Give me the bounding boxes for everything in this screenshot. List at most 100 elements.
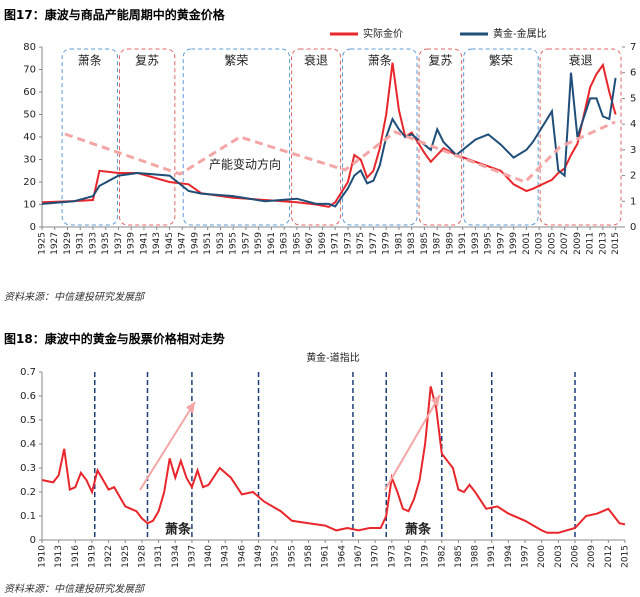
x-tick-label: 1949 — [254, 545, 264, 568]
chart: 萧条 复苏 繁荣 衰退 萧条 复苏 繁荣 衰退 0 10 20 30 40 50 60 70 80 0 1 2 3 4 5 6… — [23, 27, 636, 255]
phase-box — [418, 48, 463, 226]
x-tick-label: 1910 — [38, 545, 48, 568]
x-tick-label: 1989 — [445, 232, 455, 255]
x-tick-label: 1973 — [387, 545, 397, 568]
x-tick-label: 1961 — [321, 545, 331, 568]
y-tick-label: 0 — [30, 222, 36, 233]
x-tick-label: 1994 — [504, 545, 514, 568]
x-tick-label: 1983 — [407, 232, 417, 255]
x-tick-label: 1973 — [343, 232, 353, 255]
x-tick-label: 1957 — [241, 232, 251, 255]
chart-subtitle: 黄金-道指比 — [306, 351, 360, 364]
x-tick-label: 1925 — [121, 545, 131, 568]
phase-label: 衰退 — [569, 53, 593, 68]
x-tick-label: 1922 — [104, 545, 114, 568]
phase-box — [182, 48, 291, 226]
x-tick-label: 1931 — [76, 232, 86, 255]
x-tick-label: 1929 — [63, 232, 73, 255]
y-tick-label: 80 — [23, 42, 36, 53]
trend-arrow — [64, 120, 616, 184]
y2-tick-label: 2 — [630, 171, 636, 182]
x-tick-label: 1945 — [165, 232, 175, 255]
phase-box — [291, 48, 342, 226]
x-tick-label: 1927 — [50, 232, 60, 255]
y2-tick-label: 4 — [630, 119, 636, 130]
x-tick-label: 1970 — [371, 545, 381, 568]
x-tick-label: 1999 — [509, 232, 519, 255]
y2-tick-label: 5 — [630, 93, 636, 104]
x-tick-label: 1935 — [101, 232, 111, 255]
x-tick-label: 1982 — [437, 545, 447, 568]
y-tick-label: 0.4 — [20, 439, 36, 450]
y-tick-label: 0.2 — [20, 487, 36, 498]
y-tick-label: 0.6 — [20, 391, 36, 402]
x-tick-label: 1969 — [318, 232, 328, 255]
figure-title: 图17：康波与商品产能周期中的黄金价格 — [4, 8, 225, 22]
x-tick-label: 2012 — [604, 545, 614, 568]
y-tick-label: 50 — [23, 110, 36, 121]
y-tick-label: 60 — [23, 87, 36, 98]
x-tick-label: 1991 — [458, 232, 468, 255]
phase-box — [118, 48, 176, 226]
y-tick-label: 0 — [30, 535, 36, 546]
x-tick-label: 2007 — [560, 232, 570, 255]
y2-tick-label: 7 — [630, 42, 636, 53]
x-tick-label: 1925 — [38, 232, 48, 255]
x-tick-label: 1961 — [267, 232, 277, 255]
x-tick-label: 1943 — [221, 545, 231, 568]
x-tick-label: 1964 — [337, 545, 347, 568]
x-tick-label: 1995 — [484, 232, 494, 255]
x-tick-label: 1955 — [287, 545, 297, 568]
y-tick-label: 0.7 — [20, 367, 36, 378]
chart: 0 0.1 0.2 0.3 0.4 0.5 0.6 0.7 1910 1913 1916 1919 19… — [20, 351, 631, 568]
source-note: 资料来源：中信建投研究发展部 — [4, 292, 144, 303]
x-tick-label: 1916 — [71, 545, 81, 568]
y-tick-label: 0.3 — [20, 463, 36, 474]
legend-label: 实际金价 — [363, 27, 403, 40]
phase-box — [539, 48, 622, 226]
x-tick-label: 1977 — [369, 232, 379, 255]
y2-tick-label: 6 — [630, 68, 636, 79]
x-tick-label: 1937 — [187, 545, 197, 568]
y-tick-label: 30 — [23, 155, 36, 166]
x-tick-label: 1959 — [254, 232, 264, 255]
x-tick-label: 2003 — [554, 545, 564, 568]
x-tick-label: 1985 — [420, 232, 430, 255]
phase-label: 繁荣 — [224, 53, 248, 68]
x-tick-label: 1947 — [178, 232, 188, 255]
x-tick-label: 1937 — [114, 232, 124, 255]
y2-tick-label: 0 — [630, 222, 636, 233]
x-tick-label: 1951 — [203, 232, 213, 255]
phase-label: 繁荣 — [489, 53, 513, 68]
x-tick-label: 1967 — [354, 545, 364, 568]
x-tick-label: 1967 — [305, 232, 315, 255]
x-tick-label: 1939 — [127, 232, 137, 255]
phase-label: 复苏 — [135, 54, 159, 68]
arrow-head — [186, 402, 195, 414]
x-tick-label: 2015 — [621, 545, 631, 568]
x-tick-label: 1979 — [421, 545, 431, 568]
trend-arrow — [139, 401, 196, 491]
x-tick-label: 1941 — [139, 232, 149, 255]
x-tick-label: 1943 — [152, 232, 162, 255]
x-tick-label: 1993 — [471, 232, 481, 255]
x-tick-label: 2011 — [586, 232, 596, 255]
y-tick-label: 0.5 — [20, 415, 36, 426]
x-tick-label: 2013 — [598, 232, 608, 255]
x-tick-label: 1975 — [356, 232, 366, 255]
x-tick-label: 1965 — [292, 232, 302, 255]
x-tick-label: 1987 — [433, 232, 443, 255]
x-tick-label: 1940 — [204, 545, 214, 568]
legend-label: 黄金-金属比 — [493, 27, 547, 40]
x-tick-label: 1946 — [237, 545, 247, 568]
x-tick-label: 1931 — [154, 545, 164, 568]
x-tick-label: 1958 — [304, 545, 314, 568]
x-tick-label: 2000 — [537, 545, 547, 568]
x-tick-label: 1953 — [216, 232, 226, 255]
x-tick-label: 1979 — [382, 232, 392, 255]
x-tick-label: 1949 — [190, 232, 200, 255]
x-tick-label: 1933 — [88, 232, 98, 255]
x-tick-label: 2009 — [587, 545, 597, 568]
y-tick-label: 40 — [23, 132, 36, 143]
